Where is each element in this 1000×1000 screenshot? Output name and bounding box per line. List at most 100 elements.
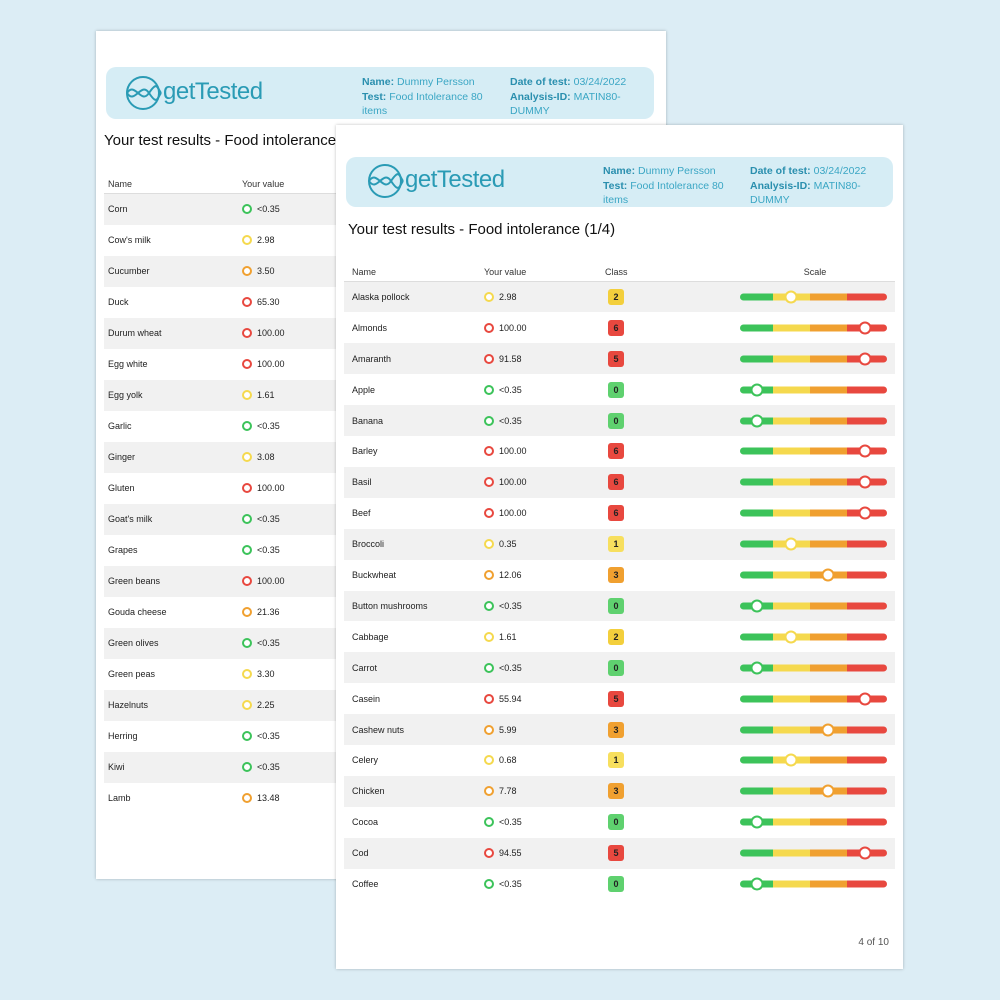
status-dot — [484, 384, 494, 395]
food-value: 2.98 — [257, 235, 275, 245]
table-row: Casein 55.94 5 — [344, 683, 895, 715]
status-dot — [484, 415, 494, 426]
food-name: Green olives — [108, 638, 159, 648]
food-name: Beef — [352, 508, 371, 519]
food-name: Casein — [352, 693, 381, 704]
food-value: <0.35 — [257, 514, 280, 524]
class-badge: 1 — [608, 536, 624, 553]
value: MATIN80-DUMMY — [750, 179, 861, 207]
scale-segment — [773, 509, 810, 517]
food-value: <0.35 — [499, 384, 522, 395]
value: MATIN80-DUMMY — [510, 90, 621, 118]
class-badge: 0 — [608, 814, 624, 831]
food-value: 65.30 — [257, 297, 280, 307]
label: Date of test: — [750, 165, 811, 177]
scale-marker — [784, 537, 798, 551]
class-badge: 0 — [608, 381, 624, 398]
scale-segment — [740, 695, 773, 703]
page-title: Your test results - Food intolerance (1/… — [348, 221, 616, 238]
scale-segment — [773, 447, 810, 455]
class-badge: 2 — [608, 288, 624, 305]
food-name: Herring — [108, 731, 138, 741]
table-row: Basil 100.00 6 — [344, 466, 895, 498]
food-name: Banana — [352, 415, 384, 426]
scale-segment — [810, 602, 847, 610]
food-name: Hazelnuts — [108, 700, 149, 710]
food-value: 0.68 — [499, 755, 517, 766]
table-row: Amaranth 91.58 5 — [344, 343, 895, 375]
food-value: 5.99 — [499, 724, 517, 735]
label: Date of test: — [510, 76, 571, 88]
food-value: 3.50 — [257, 266, 275, 276]
table-row: Cocoa <0.35 0 — [344, 806, 895, 838]
scale-segment — [740, 324, 773, 332]
class-badge: 6 — [608, 474, 624, 491]
scale-segment — [773, 695, 810, 703]
scale-marker — [858, 321, 872, 335]
scale-segment — [740, 509, 773, 517]
food-value: 100.00 — [257, 328, 285, 338]
food-name: Lamb — [108, 793, 131, 803]
scale-segment — [810, 756, 847, 764]
status-dot — [242, 452, 252, 462]
class-badge: 6 — [608, 319, 624, 336]
scale-segment — [847, 880, 887, 888]
scale-segment — [773, 478, 810, 486]
scale-segment — [847, 571, 887, 579]
scale-segment — [740, 571, 773, 579]
scale-marker — [784, 630, 798, 644]
scale-segment — [810, 633, 847, 641]
scale-marker — [750, 383, 764, 397]
food-name: Green beans — [108, 576, 161, 586]
scale-segment — [847, 633, 887, 641]
scale-segment — [810, 447, 847, 455]
scale-marker — [858, 506, 872, 520]
scale-segment — [773, 880, 810, 888]
food-name: Celery — [352, 755, 379, 766]
food-value: 91.58 — [499, 353, 522, 364]
class-badge: 3 — [608, 721, 624, 738]
table-row: Coffee <0.35 0 — [344, 868, 895, 900]
scale-segment — [740, 756, 773, 764]
status-dot — [242, 638, 252, 648]
scale-segment — [847, 756, 887, 764]
status-dot — [484, 786, 494, 797]
value: Dummy Persson — [638, 165, 716, 177]
scale-segment — [740, 849, 773, 857]
class-badge: 6 — [608, 443, 624, 460]
table-row: Cabbage 1.61 2 — [344, 621, 895, 653]
logo-text: getTested — [405, 166, 505, 193]
food-name: Coffee — [352, 879, 379, 890]
scale-segment — [847, 540, 887, 548]
column-header: Your value — [242, 179, 285, 189]
status-dot — [484, 817, 494, 828]
column-header: Class — [605, 267, 628, 277]
food-name: Cod — [352, 848, 369, 859]
status-dot — [242, 390, 252, 400]
food-name: Gluten — [108, 483, 135, 493]
status-dot — [484, 322, 494, 333]
food-name: Grapes — [108, 545, 138, 555]
scale-segment — [847, 602, 887, 610]
food-name: Goat's milk — [108, 514, 153, 524]
table-row: Button mushrooms <0.35 0 — [344, 590, 895, 622]
food-value: 3.30 — [257, 669, 275, 679]
scale-marker — [750, 414, 764, 428]
scale-segment — [810, 818, 847, 826]
table-row: Buckwheat 12.06 3 — [344, 559, 895, 591]
scale-segment — [847, 664, 887, 672]
food-name: Cow's milk — [108, 235, 151, 245]
scale-segment — [810, 540, 847, 548]
label: Test: — [362, 90, 387, 103]
food-name: Garlic — [108, 421, 132, 431]
table-row: Beef 100.00 6 — [344, 497, 895, 529]
scale-segment — [847, 417, 887, 425]
scale-segment — [810, 664, 847, 672]
food-name: Carrot — [352, 662, 378, 673]
food-value: 55.94 — [499, 693, 522, 704]
scale-segment — [773, 818, 810, 826]
food-value: 94.55 — [499, 848, 522, 859]
scale-marker — [750, 815, 764, 829]
scale-segment — [773, 571, 810, 579]
